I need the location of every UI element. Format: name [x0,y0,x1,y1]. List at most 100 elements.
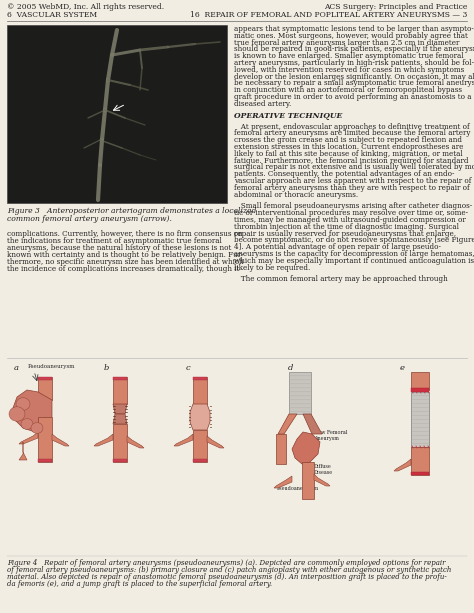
Text: known with certainty and is thought to be relatively benign. Fur-: known with certainty and is thought to b… [7,251,244,259]
Polygon shape [276,434,286,464]
Text: femoral artery aneurysms than they are with respect to repair of: femoral artery aneurysms than they are w… [234,184,470,192]
Text: 4]. A potential advantage of open repair of large pseudo-: 4]. A potential advantage of open repair… [234,243,441,251]
Polygon shape [302,462,314,499]
Polygon shape [94,434,113,446]
Ellipse shape [31,422,43,433]
Polygon shape [19,432,38,444]
Polygon shape [193,377,207,404]
Text: At present, endovascular approaches to definitive treatment of: At present, endovascular approaches to d… [234,123,470,131]
Polygon shape [38,417,52,462]
Text: ACS Surgery: Principles and Practice: ACS Surgery: Principles and Practice [324,3,467,11]
Text: which may be especially important if continued anticoagulation is: which may be especially important if con… [234,257,474,265]
Polygon shape [52,434,69,446]
Text: patients. Consequently, the potential advantages of an endo-: patients. Consequently, the potential ad… [234,170,455,178]
Text: © 2005 WebMD, Inc. All rights reserved.: © 2005 WebMD, Inc. All rights reserved. [7,3,164,11]
Polygon shape [113,414,127,424]
Polygon shape [38,377,52,400]
Text: artery aneurysms, particularly in high-risk patients, should be fol-: artery aneurysms, particularly in high-r… [234,59,474,67]
Text: appears that symptomatic lesions tend to be larger than asympto-: appears that symptomatic lesions tend to… [234,25,474,33]
Text: extension stresses in this location. Current endoprostheses are: extension stresses in this location. Cur… [234,143,464,151]
Text: Pseudoaneurysm: Pseudoaneurysm [28,364,75,369]
Ellipse shape [9,407,25,421]
Text: of femoral artery pseudoaneurysms: (b) primary closure and (c) patch angioplasty: of femoral artery pseudoaneurysms: (b) p… [7,566,451,574]
FancyBboxPatch shape [7,25,227,203]
Text: crosses the groin crease and is subject to repeated flexion and: crosses the groin crease and is subject … [234,136,462,144]
Text: Figure 3   Anteroposterior arteriogram demonstrates a localized: Figure 3 Anteroposterior arteriogram dem… [7,207,256,215]
Polygon shape [127,436,144,448]
Polygon shape [278,414,297,434]
Polygon shape [113,377,127,380]
Polygon shape [411,472,429,475]
Polygon shape [193,377,207,380]
Polygon shape [411,388,429,392]
Polygon shape [193,459,207,462]
Text: be necessary to repair a small asymptomatic true femoral aneurysm: be necessary to repair a small asymptoma… [234,80,474,88]
Polygon shape [394,459,411,471]
Text: complications. Currently, however, there is no firm consensus on: complications. Currently, however, there… [7,230,243,238]
Text: common femoral artery aneurysm (arrow).: common femoral artery aneurysm (arrow). [7,215,172,223]
Text: times, may be managed with ultrasound-guided compression or: times, may be managed with ultrasound-gu… [234,216,466,224]
Text: Figure 4   Repair of femoral artery aneurysms (pseudoaneurysms) (a). Depicted ar: Figure 4 Repair of femoral artery aneury… [7,559,446,567]
Text: femoral artery aneurysms are limited because the femoral artery: femoral artery aneurysms are limited bec… [234,129,471,137]
Text: graft procedure in order to avoid performing an anastomosis to a: graft procedure in order to avoid perfor… [234,93,472,101]
Text: matic ones. Most surgeons, however, would probably agree that: matic ones. Most surgeons, however, woul… [234,32,468,40]
Text: e: e [400,364,405,372]
Text: Pseudoaneurysm: Pseudoaneurysm [277,486,319,491]
Polygon shape [411,372,429,390]
Polygon shape [113,377,127,404]
Text: a: a [14,364,19,372]
Text: the indications for treatment of asymptomatic true femoral: the indications for treatment of asympto… [7,237,222,245]
Text: 16  REPAIR OF FEMORAL AND POPLITEAL ARTERY ANEURYSMS — 3: 16 REPAIR OF FEMORAL AND POPLITEAL ARTER… [190,11,467,19]
Text: tic or interventional procedures may resolve over time or, some-: tic or interventional procedures may res… [234,209,468,217]
Text: aneurysms is the capacity for decompression of large hematomas,: aneurysms is the capacity for decompress… [234,250,474,258]
Text: true femoral artery aneurysms larger than 2.5 cm in diameter: true femoral artery aneurysms larger tha… [234,39,459,47]
Text: da femoris (e), and a jump graft is placed to the superficial femoral artery.: da femoris (e), and a jump graft is plac… [7,580,272,588]
Text: Diffuse
Disease: Diffuse Disease [314,464,333,475]
Polygon shape [193,430,207,462]
Text: Small femoral pseudoaneurysms arising after catheter diagnos-: Small femoral pseudoaneurysms arising af… [234,202,472,210]
Polygon shape [174,434,193,446]
Polygon shape [38,377,52,380]
Text: b: b [104,364,109,372]
Text: 6  VASCULAR SYSTEM: 6 VASCULAR SYSTEM [7,11,97,19]
Text: New Femoral
Aneurysm: New Femoral Aneurysm [314,430,347,441]
Text: likely to fail at this site because of kinking, migration, or metal: likely to fail at this site because of k… [234,150,463,158]
Polygon shape [314,474,330,486]
Polygon shape [13,390,52,432]
Text: The common femoral artery may be approached through: The common femoral artery may be approac… [234,275,448,283]
Ellipse shape [21,419,33,429]
Polygon shape [274,476,292,488]
Text: fatigue. Furthermore, the femoral incision required for standard: fatigue. Furthermore, the femoral incisi… [234,156,468,165]
Text: thermore, no specific aneurysm size has been identified at which: thermore, no specific aneurysm size has … [7,258,244,266]
Text: likely to be required.: likely to be required. [234,264,310,272]
Text: d: d [288,364,293,372]
Polygon shape [289,372,311,414]
Polygon shape [190,404,210,430]
Text: surgical repair is not extensive and is usually well tolerated by most: surgical repair is not extensive and is … [234,164,474,172]
Text: thrombin injection at the time of diagnostic imaging. Surgical: thrombin injection at the time of diagno… [234,223,459,231]
Text: in conjunction with an aortofemoral or femoropopliteal bypass: in conjunction with an aortofemoral or f… [234,86,462,94]
Text: develop or the lesion enlarges significantly. On occasion, it may also: develop or the lesion enlarges significa… [234,72,474,80]
Text: should be repaired in good-risk patients, especially if the aneurysm: should be repaired in good-risk patients… [234,45,474,53]
Polygon shape [411,447,429,475]
Text: OPERATIVE TECHNIQUE: OPERATIVE TECHNIQUE [234,112,342,120]
Polygon shape [113,424,127,462]
Text: material. Also depicted is repair of anastomotic femoral pseudoaneurysms (d). An: material. Also depicted is repair of ana… [7,573,447,581]
Polygon shape [411,392,429,447]
Text: diseased artery.: diseased artery. [234,100,291,108]
Polygon shape [19,442,27,460]
Text: become symptomatic, or do not resolve spontaneously [see Figure: become symptomatic, or do not resolve sp… [234,237,474,245]
Polygon shape [113,404,127,414]
Polygon shape [207,436,224,448]
Text: is known to have enlarged. Smaller asymptomatic true femoral: is known to have enlarged. Smaller asymp… [234,52,464,60]
Text: lowed, with intervention reserved for cases in which symptoms: lowed, with intervention reserved for ca… [234,66,464,74]
Text: the incidence of complications increases dramatically, though it: the incidence of complications increases… [7,265,239,273]
Text: c: c [186,364,191,372]
Text: aneurysms, because the natural history of these lesions is not: aneurysms, because the natural history o… [7,244,231,252]
Polygon shape [292,432,320,464]
Text: repair is usually reserved for pseudoaneurysms that enlarge,: repair is usually reserved for pseudoane… [234,230,456,238]
Text: vascular approach are less apparent with respect to the repair of: vascular approach are less apparent with… [234,177,471,185]
Polygon shape [113,459,127,462]
Polygon shape [38,459,52,462]
Ellipse shape [16,398,30,410]
